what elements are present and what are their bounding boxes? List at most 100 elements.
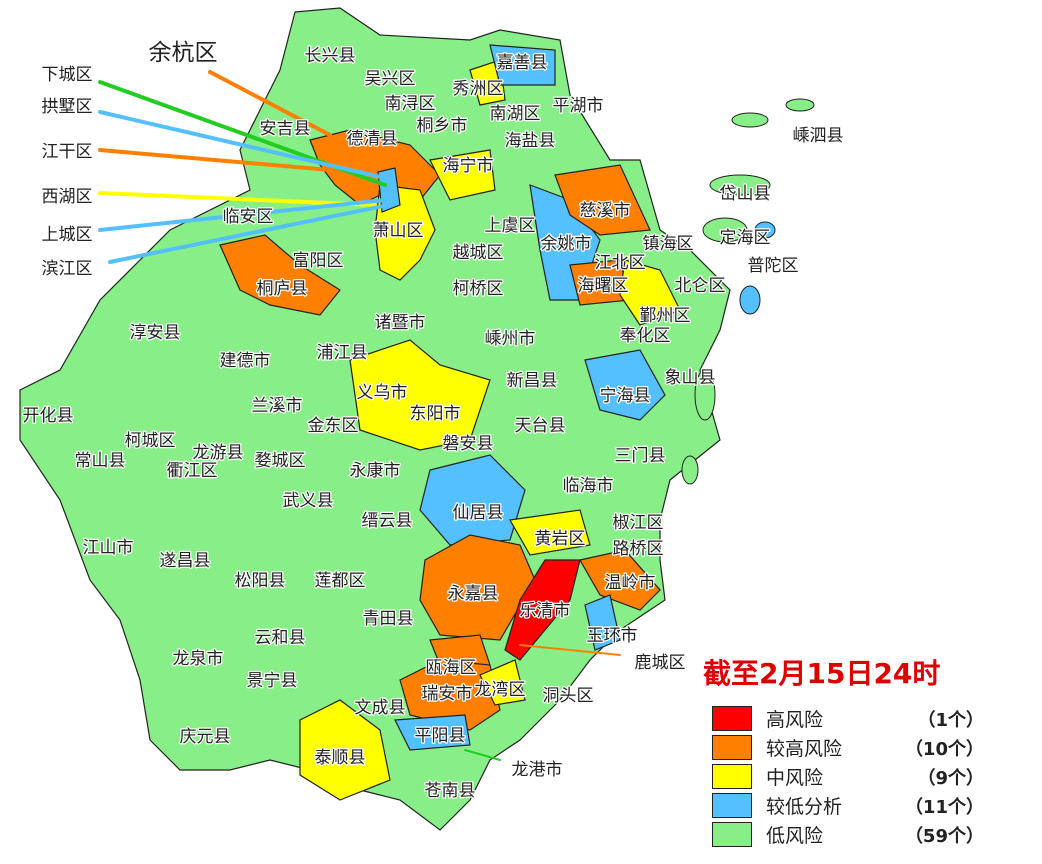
district-label: 秀洲区	[453, 79, 504, 99]
district-label: 建德市	[220, 351, 271, 371]
district-label: 象山县	[665, 368, 716, 388]
district-label: 常山县	[75, 451, 126, 471]
legend-count: （9个）	[917, 767, 984, 789]
district-label: 镇海区	[643, 234, 694, 254]
district-label: 桐乡市	[417, 116, 468, 136]
district-label: 临安区	[223, 207, 274, 227]
district-label: 龙湾区	[475, 680, 526, 700]
callout-label: 鹿城区	[635, 653, 686, 673]
district-label: 龙游县	[193, 443, 244, 463]
callout-label: 余杭区	[149, 40, 218, 66]
district-label: 永嘉县	[448, 584, 499, 604]
legend-count: （1个）	[917, 709, 984, 731]
district-label: 洞头区	[543, 686, 594, 706]
legend-item-low: 低风险 （59个）	[712, 820, 984, 849]
district-label: 天台县	[515, 416, 566, 436]
region-ninghai	[584, 349, 666, 421]
district-label: 上虞区	[485, 216, 536, 236]
district-label: 文成县	[355, 698, 406, 718]
region-huangyan	[509, 509, 591, 556]
region-pingyang	[394, 714, 471, 751]
district-label: 路桥区	[613, 539, 664, 559]
callout-label: 龙港市	[512, 760, 563, 780]
region-tonglu	[219, 234, 341, 316]
district-label: 三门县	[615, 446, 666, 466]
legend-swatch	[712, 706, 752, 731]
callout-lines	[98, 70, 621, 761]
district-label: 海曙区	[578, 276, 629, 296]
district-label: 乐清市	[520, 601, 571, 621]
region-jiashan	[489, 44, 556, 86]
region-xianju	[419, 454, 526, 546]
callout-label: 下城区	[42, 65, 93, 85]
legend-count: （11个）	[904, 796, 984, 818]
district-label: 南浔区	[385, 94, 436, 114]
district-label: 浦江县	[317, 343, 368, 363]
legend-swatch	[712, 822, 752, 847]
district-label: 永康市	[350, 461, 401, 481]
district-label: 婺城区	[255, 451, 306, 471]
legend-label: 较低分析	[766, 796, 843, 818]
district-label: 庆元县	[180, 727, 231, 747]
legend-swatch	[712, 764, 752, 789]
district-label: 开化县	[23, 406, 74, 426]
district-label: 临海市	[563, 476, 614, 496]
legend-count: （10个）	[904, 738, 984, 760]
legend-label: 高风险	[766, 709, 824, 731]
callout-label: 拱墅区	[42, 97, 93, 117]
district-label: 柯城区	[125, 431, 176, 451]
district-label: 吴兴区	[365, 69, 416, 89]
legend-swatch	[712, 735, 752, 760]
district-label: 德清县	[347, 129, 398, 149]
district-label: 宁海县	[600, 386, 651, 406]
risk-regions	[219, 44, 681, 801]
district-label: 瓯海区	[426, 658, 477, 678]
district-label: 青田县	[363, 609, 414, 629]
district-label: 定海区	[720, 228, 771, 248]
legend-item-medium: 中风险 （9个）	[712, 762, 984, 791]
district-label: 义乌市	[357, 383, 408, 403]
district-label: 慈溪市	[580, 201, 631, 221]
region-yiwu-dongyang	[349, 339, 491, 451]
district-label: 遂昌县	[160, 551, 211, 571]
legend: 高风险 （1个） 较高风险 （10个） 中风险 （9个） 较低分析 （11个） 低风险 （…	[712, 704, 984, 849]
region-yuhuan	[584, 594, 621, 651]
district-label: 松阳县	[235, 571, 286, 591]
legend-item-lower: 较低分析 （11个）	[712, 791, 984, 820]
district-label: 平湖市	[553, 96, 604, 116]
district-label: 玉环市	[587, 626, 638, 646]
district-label: 泰顺县	[315, 748, 366, 768]
legend-count: （59个）	[904, 825, 984, 847]
region-haining	[429, 149, 496, 201]
district-label: 江北区	[595, 253, 646, 273]
district-label: 普陀区	[748, 256, 799, 276]
region-wenling	[579, 549, 661, 611]
legend-swatch	[712, 793, 752, 818]
district-label: 江山市	[83, 538, 134, 558]
district-label: 嵊州市	[485, 329, 536, 349]
district-label: 淳安县	[130, 323, 181, 343]
region-taishun	[299, 699, 391, 801]
district-label: 长兴县	[305, 46, 356, 66]
district-label: 海盐县	[505, 131, 556, 151]
district-label: 鄞州区	[640, 306, 691, 326]
legend-item-higher: 较高风险 （10个）	[712, 733, 984, 762]
district-label: 仙居县	[453, 503, 504, 523]
callout-label: 江干区	[42, 142, 93, 162]
district-label: 富阳区	[293, 251, 344, 271]
district-label: 瑞安市	[422, 684, 473, 704]
district-label: 温岭市	[605, 573, 656, 593]
district-label: 南湖区	[490, 104, 541, 124]
callout-label: 西湖区	[42, 187, 93, 207]
district-label: 新昌县	[507, 371, 558, 391]
district-label: 萧山区	[373, 221, 424, 241]
district-label: 嵊泗县	[793, 126, 844, 146]
legend-label: 较高风险	[766, 738, 843, 760]
district-label: 奉化区	[620, 326, 671, 346]
district-label: 平阳县	[415, 726, 466, 746]
legend-label: 中风险	[766, 767, 824, 789]
legend-item-high: 高风险 （1个）	[712, 704, 984, 733]
district-label: 龙泉市	[173, 649, 224, 669]
